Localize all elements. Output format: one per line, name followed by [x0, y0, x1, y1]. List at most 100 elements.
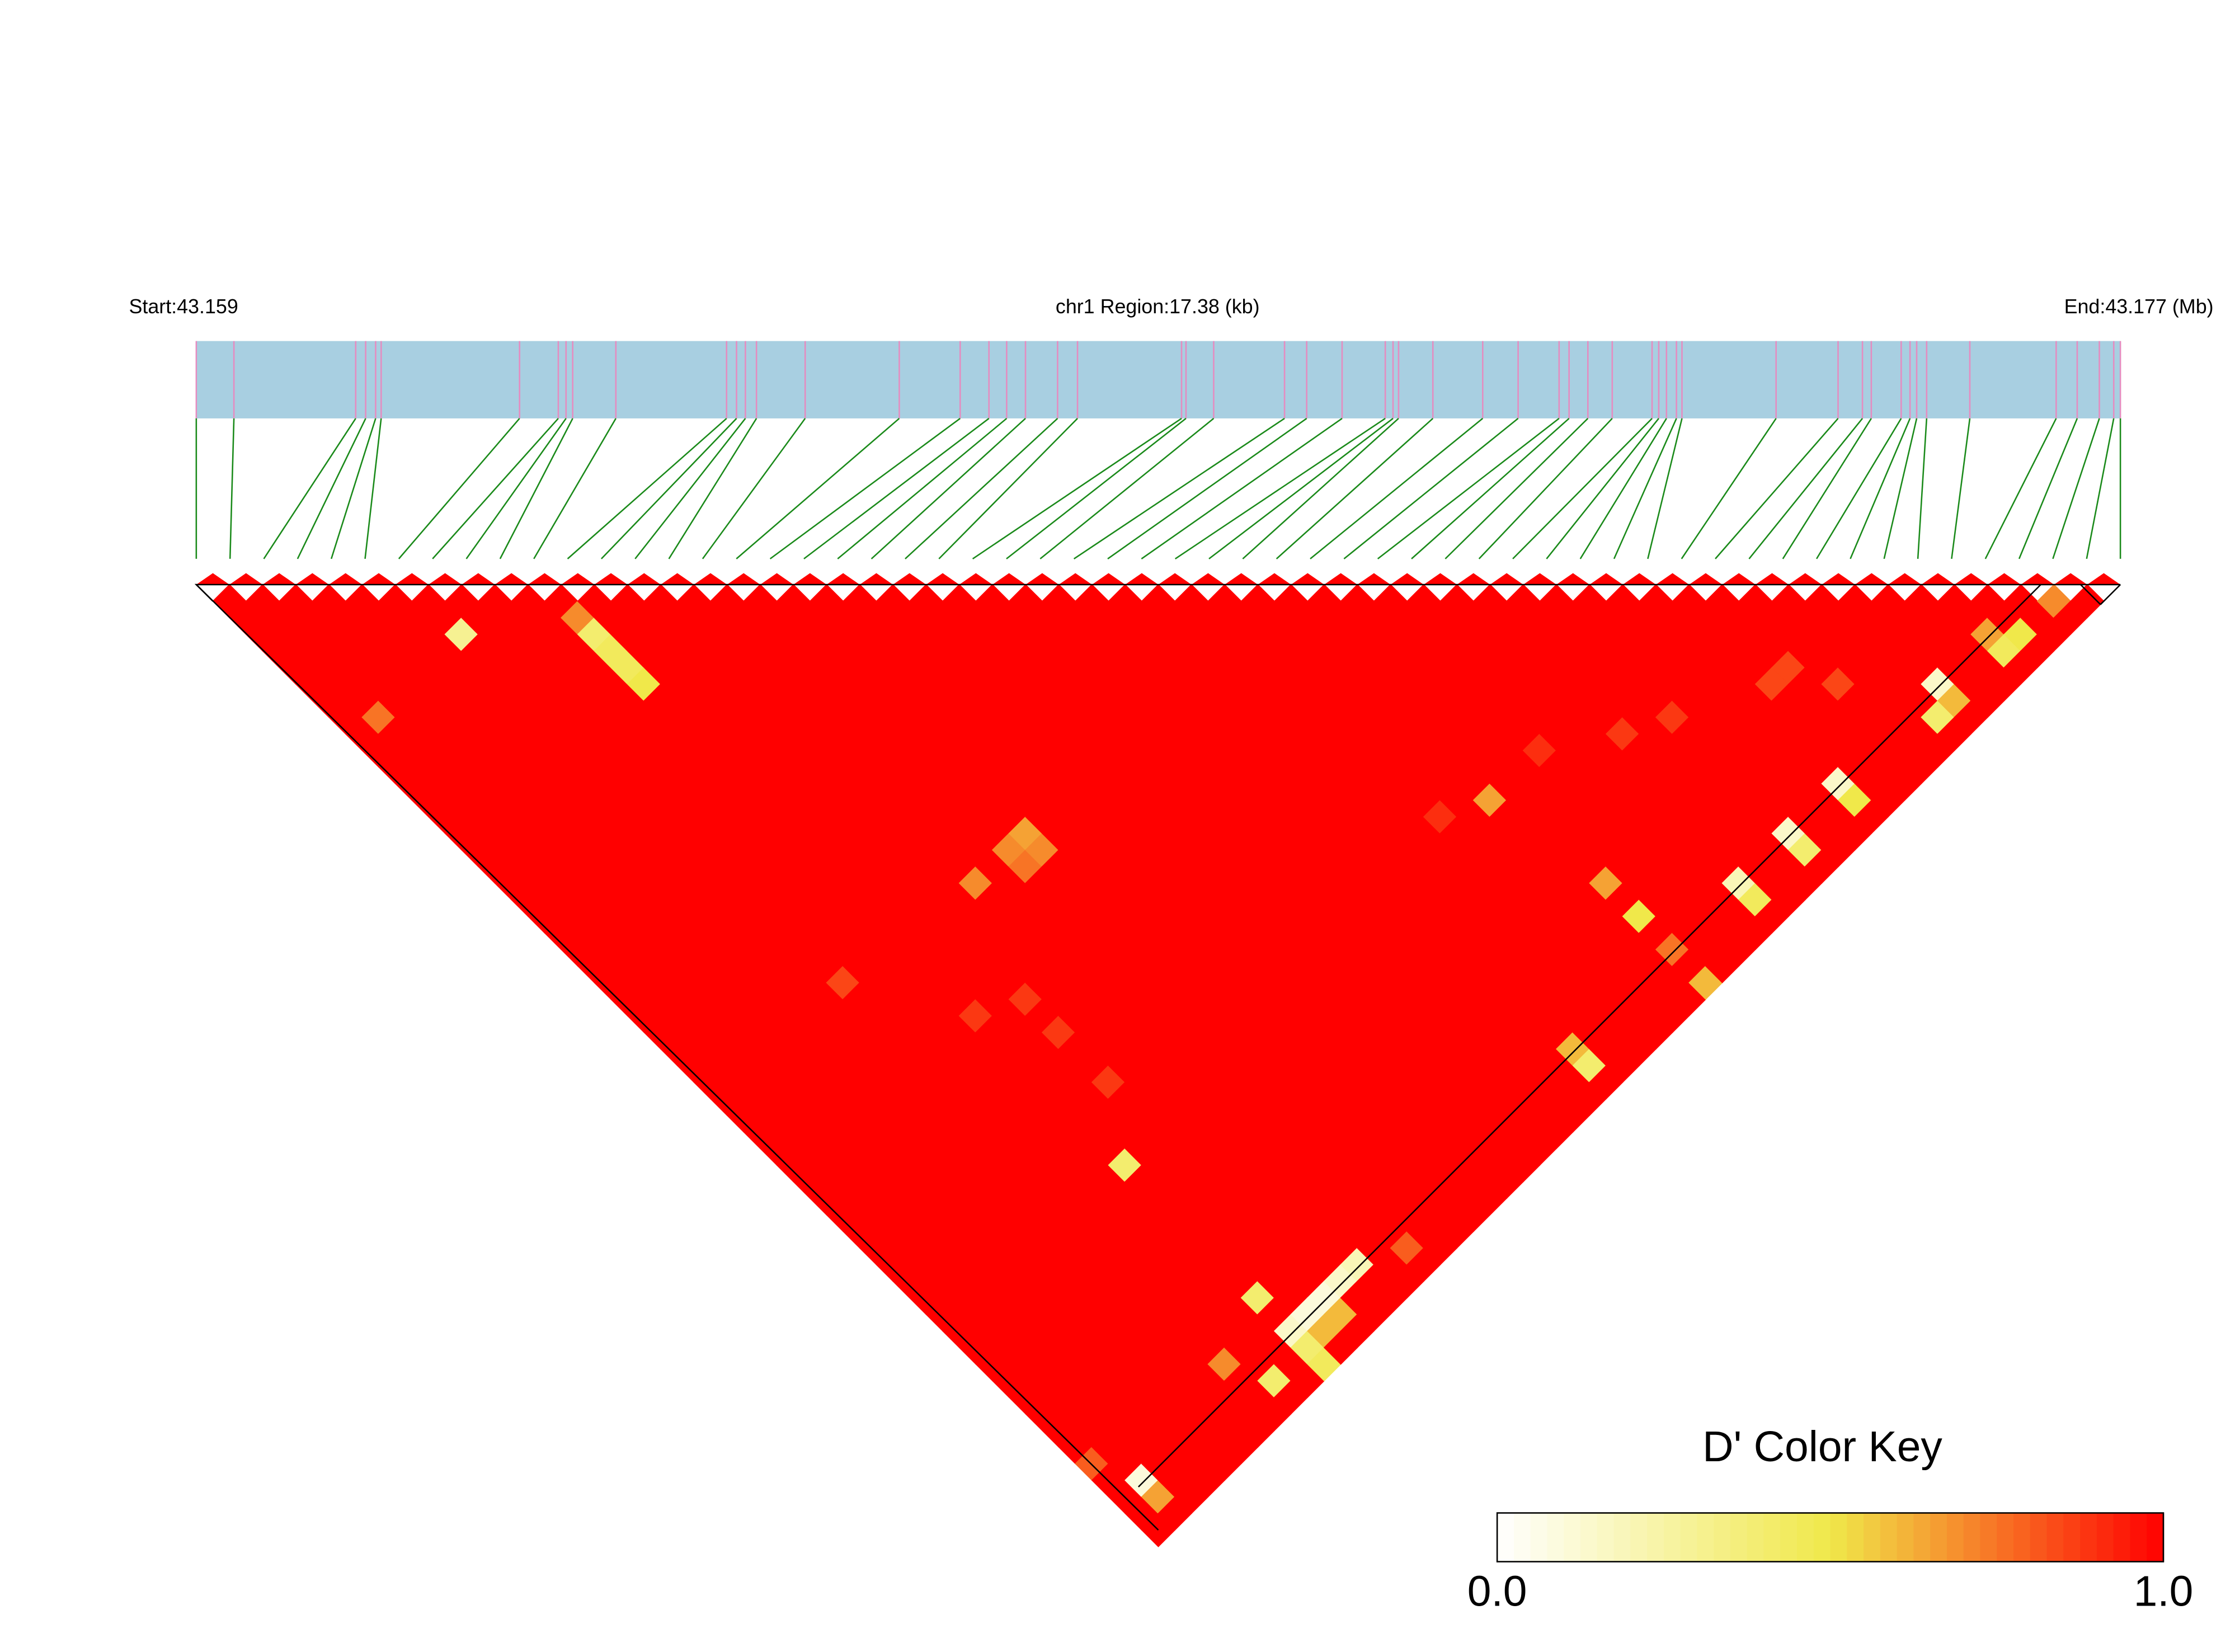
colorbar-swatch	[1813, 1513, 1831, 1562]
snp-connector	[1310, 417, 1484, 559]
snp-connector	[1276, 417, 1434, 559]
snp-marker	[1191, 573, 1225, 585]
colorbar-swatch	[2013, 1513, 2031, 1562]
colorbar-swatch	[1946, 1513, 1964, 1562]
snp-connector	[1681, 418, 1777, 559]
snp-connector	[837, 417, 1008, 559]
colorbar-swatch	[2080, 1513, 2098, 1562]
snp-marker	[495, 573, 528, 585]
snp-marker	[694, 573, 727, 585]
snp-marker	[1954, 573, 1988, 585]
colorbar-swatch	[1547, 1513, 1565, 1562]
snp-marker	[528, 573, 562, 585]
snp-marker	[196, 573, 230, 585]
snp-connector	[364, 418, 382, 559]
snp-connector	[1377, 417, 1560, 559]
snp-connector	[1782, 418, 1872, 559]
colorbar-swatch	[2130, 1513, 2148, 1562]
colorbar-swatch	[2096, 1513, 2114, 1562]
snp-connector	[1613, 418, 1677, 559]
snp-marker	[1987, 573, 2021, 585]
colorbar-swatch	[1980, 1513, 1998, 1562]
snp-marker	[727, 573, 760, 585]
snp-marker	[1822, 573, 1855, 585]
block-outline	[1138, 584, 2041, 1488]
snp-marker	[627, 573, 661, 585]
snp-connector	[1174, 417, 1386, 559]
colorbar-frame	[1496, 1512, 2165, 1562]
snp-connector	[567, 417, 727, 559]
snp-marker	[826, 573, 860, 585]
snp-connector	[769, 417, 961, 559]
snp-connector	[263, 418, 356, 559]
snp-marker	[428, 573, 462, 585]
snp-connector	[297, 418, 366, 559]
snp-marker	[262, 573, 296, 585]
ld-cell	[2070, 583, 2105, 619]
region-bar	[196, 341, 2121, 418]
snp-marker	[1025, 573, 1059, 585]
colorbar-swatch	[1763, 1513, 1781, 1562]
snp-marker	[2087, 573, 2121, 585]
snp-marker	[1921, 573, 1955, 585]
snp-connector	[499, 418, 573, 559]
colorbar-swatch	[1663, 1513, 1681, 1562]
colorbar-swatch	[1680, 1513, 1698, 1562]
snp-marker	[1423, 573, 1457, 585]
snp-marker	[1556, 573, 1590, 585]
snp-connector	[1208, 417, 1394, 559]
snp-marker	[1755, 573, 1789, 585]
snp-connector	[803, 417, 990, 559]
colorbar-swatch	[1530, 1513, 1548, 1562]
snp-connector	[1546, 418, 1659, 559]
snp-marker	[893, 573, 926, 585]
colorbar-tick-label: 0.0	[1467, 1568, 1527, 1616]
snp-connector	[1917, 418, 1928, 559]
colorbar-swatch	[1630, 1513, 1648, 1562]
snp-marker	[760, 573, 794, 585]
colorbar-swatch	[2113, 1513, 2131, 1562]
start-label: Start:43.159	[129, 295, 238, 318]
snp-connector	[1647, 418, 1683, 559]
snp-connector	[229, 418, 235, 559]
snp-connector	[1039, 417, 1215, 559]
snp-marker	[1589, 573, 1623, 585]
colorbar-swatch	[1780, 1513, 1798, 1562]
snp-marker	[295, 573, 330, 585]
snp-connector	[905, 417, 1058, 559]
snp-marker	[1457, 573, 1490, 585]
snp-connector	[1715, 418, 1839, 559]
snp-connector	[432, 418, 559, 559]
region-label: chr1 Region:17.38 (kb)	[1056, 295, 1260, 318]
snp-marker	[594, 573, 628, 585]
colorbar-swatch	[1580, 1513, 1598, 1562]
snp-marker	[661, 573, 694, 585]
snp-marker	[1357, 573, 1391, 585]
snp-connector	[1141, 417, 1343, 559]
snp-marker	[793, 573, 827, 585]
snp-marker	[1789, 573, 1822, 585]
snp-marker	[1225, 573, 1258, 585]
snp-marker	[1490, 573, 1523, 585]
snp-connector	[1984, 418, 2057, 559]
colorbar-swatch	[2147, 1513, 2165, 1562]
colorbar-swatch	[1830, 1513, 1848, 1562]
snp-marker	[926, 573, 959, 585]
snp-connector	[533, 418, 617, 559]
snp-connector	[938, 418, 1078, 559]
snp-marker	[1291, 573, 1324, 585]
snp-connector	[668, 418, 757, 559]
snp-connector	[2052, 418, 2100, 559]
snp-connector	[2018, 418, 2078, 559]
snp-connector	[736, 417, 900, 559]
snp-connector	[1242, 417, 1399, 559]
snp-marker	[561, 573, 595, 585]
snp-connector	[1444, 418, 1589, 559]
colorbar-swatch	[1897, 1513, 1914, 1562]
snp-marker	[959, 573, 992, 585]
snp-marker	[1158, 573, 1192, 585]
block-outline	[2080, 584, 2101, 605]
snp-marker	[1091, 573, 1126, 585]
colorbar-swatch	[2030, 1513, 2048, 1562]
